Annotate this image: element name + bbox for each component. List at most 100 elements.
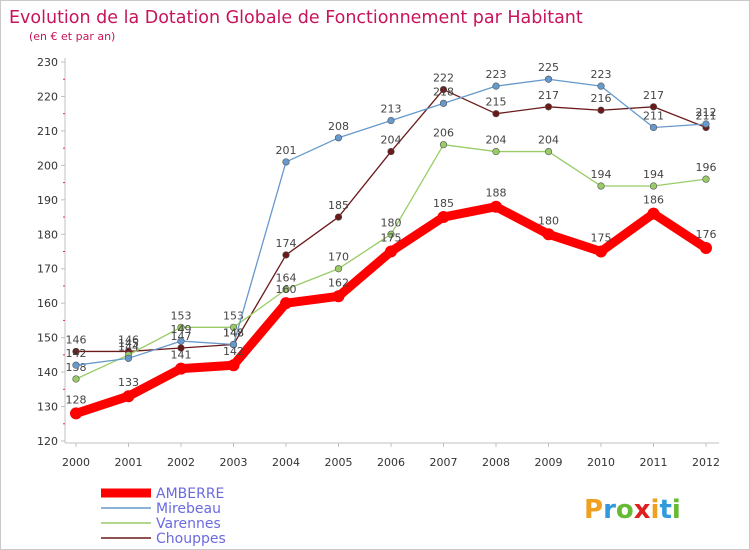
- data-point: [122, 390, 135, 403]
- data-point: [175, 362, 187, 375]
- data-label: 204: [381, 134, 402, 147]
- data-label: 217: [643, 89, 664, 102]
- data-point: [282, 251, 290, 259]
- data-label: 148: [223, 327, 244, 340]
- data-point: [544, 103, 553, 111]
- data-point: [700, 242, 712, 255]
- data-point: [385, 245, 397, 258]
- y-tick-label: 170: [37, 263, 58, 276]
- y-tick-label: 210: [37, 125, 58, 138]
- x-tick-label: 2011: [640, 456, 668, 469]
- data-label: 211: [643, 109, 664, 122]
- data-point: [72, 361, 80, 369]
- series-chouppes: 146 146 147 148 174 185 204 222 215 217 216 217 211: [66, 72, 717, 356]
- data-point: [177, 337, 185, 345]
- y-tick-label: 190: [37, 194, 58, 207]
- x-tick-label: 2007: [430, 456, 458, 469]
- data-point: [544, 147, 553, 156]
- y-tick-label: 160: [37, 297, 58, 310]
- data-label: 201: [276, 144, 297, 157]
- x-tick-label: 2006: [377, 456, 405, 469]
- data-label: 133: [118, 376, 139, 389]
- data-point: [542, 228, 555, 241]
- x-tick-label: 2009: [535, 456, 563, 469]
- data-point: [177, 323, 185, 331]
- data-label: 148: [223, 327, 244, 340]
- data-point: [439, 85, 448, 94]
- data-point: [437, 211, 450, 224]
- x-tick-label: 2001: [115, 456, 143, 469]
- y-tick-label: 150: [37, 332, 58, 345]
- data-point: [387, 116, 395, 125]
- data-label: 142: [223, 345, 244, 358]
- data-point: [649, 182, 658, 190]
- legend-label: Mirebeau: [156, 501, 221, 517]
- series-line-varennes: [75, 144, 707, 380]
- data-point: [597, 82, 605, 90]
- data-point: [597, 106, 605, 114]
- data-label: 160: [276, 283, 297, 296]
- legend-label: Varennes: [156, 516, 221, 532]
- proxiti-logo: Proxiti: [584, 495, 681, 525]
- data-label: 149: [171, 323, 192, 336]
- data-label: 188: [486, 187, 507, 200]
- data-label: 204: [486, 134, 507, 147]
- data-label: 216: [591, 92, 612, 105]
- data-point: [647, 207, 660, 220]
- data-label: 146: [66, 333, 87, 346]
- data-label: 175: [591, 232, 612, 245]
- data-label: 180: [381, 216, 402, 229]
- data-label: 176: [696, 228, 717, 241]
- logo-text: Proxiti: [584, 495, 681, 525]
- data-label: 170: [328, 251, 349, 264]
- data-point: [492, 82, 500, 90]
- data-label: 180: [538, 214, 559, 227]
- data-point: [702, 120, 710, 128]
- data-label: 141: [171, 349, 192, 362]
- data-point: [124, 354, 133, 362]
- data-label: 223: [591, 68, 612, 81]
- y-tick-label: 120: [37, 435, 58, 448]
- legend-label: AMBERRE: [156, 486, 224, 502]
- data-label: 208: [328, 120, 349, 133]
- data-label: 222: [433, 72, 454, 85]
- x-tick-label: 2002: [167, 456, 195, 469]
- data-label: 164: [276, 271, 297, 284]
- data-point: [439, 99, 448, 107]
- data-point: [387, 147, 395, 156]
- data-label: 153: [223, 309, 244, 322]
- data-label: 146: [118, 333, 139, 346]
- data-label: 215: [486, 96, 507, 109]
- data-label: 196: [696, 161, 717, 174]
- data-point: [387, 230, 395, 238]
- data-label: 185: [328, 199, 349, 212]
- chart-subtitle: (en € et par an): [29, 30, 115, 43]
- y-tick-label: 230: [37, 56, 58, 69]
- x-tick-label: 2012: [692, 456, 720, 469]
- y-tick-label: 180: [37, 228, 58, 241]
- data-label: 213: [381, 103, 402, 116]
- data-label: 145: [118, 337, 139, 350]
- data-label: 217: [538, 89, 559, 102]
- data-point: [70, 407, 82, 420]
- data-point: [649, 103, 658, 111]
- x-axis-ticks: 2000 2001 2002 2003 2004 2005 2006 2007 2008 2009…: [62, 443, 720, 469]
- data-label: 175: [381, 232, 402, 245]
- data-point: [490, 200, 502, 213]
- data-point: [439, 141, 448, 149]
- data-point: [334, 213, 343, 221]
- y-tick-label: 130: [37, 401, 58, 414]
- data-point: [597, 182, 605, 190]
- y-tick-label: 140: [37, 366, 58, 379]
- chart-title: Evolution de la Dotation Globale de Fonc…: [9, 8, 583, 28]
- data-label: 185: [433, 197, 454, 210]
- x-tick-label: 2005: [325, 456, 353, 469]
- data-label: 194: [643, 168, 664, 181]
- x-tick-label: 2000: [62, 456, 90, 469]
- y-axis-ticks: 120 130 140 150 160 170 180 190 200 210 220 230: [37, 56, 65, 448]
- y-tick-label: 220: [37, 90, 58, 103]
- data-point: [595, 245, 607, 258]
